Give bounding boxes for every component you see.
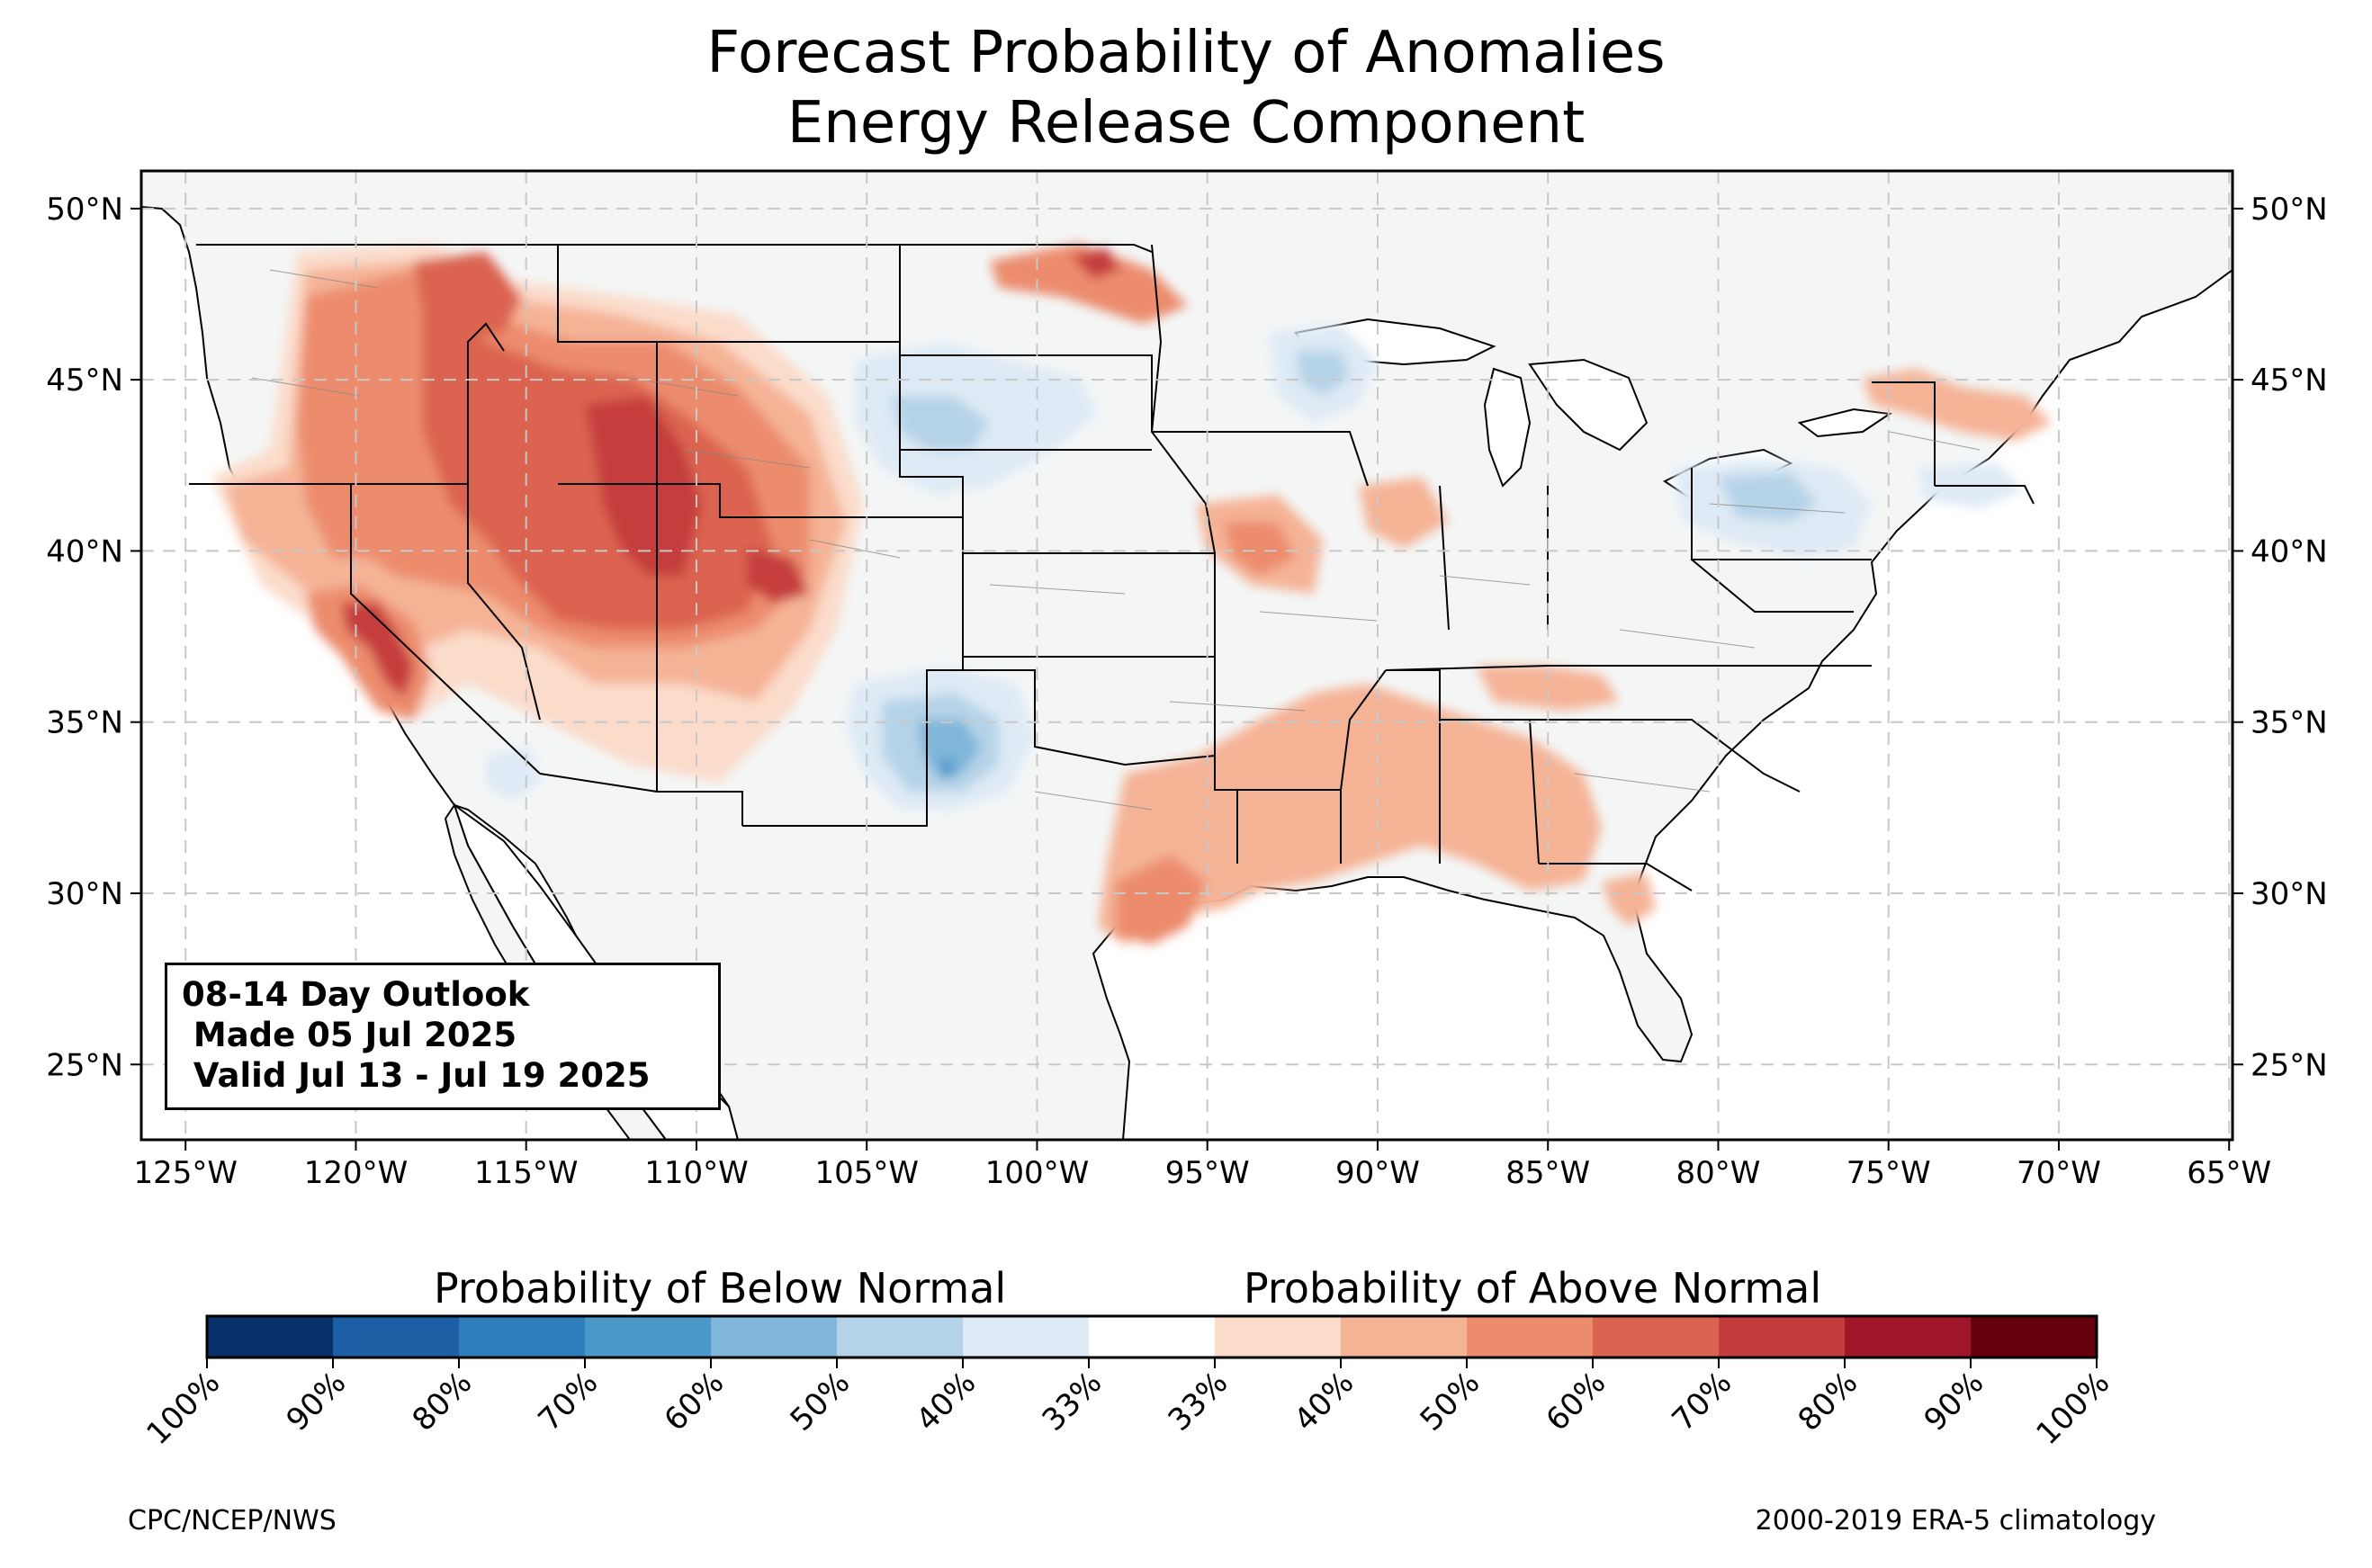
colorbar-swatch <box>1719 1316 1846 1357</box>
above-normal-label: Probability of Above Normal <box>1244 1264 1822 1313</box>
colorbar-tick-label: 33% <box>1162 1365 1235 1438</box>
colorbar-swatch <box>333 1316 460 1357</box>
below-normal-label: Probability of Below Normal <box>434 1264 1007 1313</box>
above-west-70 <box>585 396 702 576</box>
below-sd-40 <box>891 396 990 450</box>
lon-label: 100°W <box>985 1155 1090 1191</box>
colorbar-swatch <box>1341 1316 1468 1357</box>
colorbar <box>205 1314 2098 1359</box>
made-date: Made 05 Jul 2025 <box>182 1016 517 1054</box>
below-nm-60 <box>940 760 954 778</box>
above-south-40 <box>1098 684 1602 945</box>
lat-label-left: 30°N <box>46 876 123 912</box>
lon-label: 95°W <box>1165 1155 1250 1191</box>
lat-label-left: 35°N <box>46 705 123 741</box>
lat-label-left: 25°N <box>46 1047 123 1083</box>
baja-california <box>444 802 668 1140</box>
lon-label: 110°W <box>644 1155 749 1191</box>
lon-label: 120°W <box>304 1155 409 1191</box>
colorbar-swatch <box>585 1316 712 1357</box>
lon-label: 115°W <box>474 1155 579 1191</box>
above-nd-70 <box>1071 247 1120 279</box>
colorbar-swatch <box>1467 1316 1594 1357</box>
valid-dates: Valid Jul 13 - Jul 19 2025 <box>182 1056 651 1095</box>
map-title-line2: Energy Release Component <box>786 90 1586 157</box>
colorbar-swatch <box>1593 1316 1720 1357</box>
colorbar-swatch <box>207 1316 334 1357</box>
lat-label-right: 35°N <box>2251 705 2328 741</box>
outlook-info-box: 08-14 Day Outlook Made 05 Jul 2025 Valid… <box>165 963 721 1110</box>
latitude-labels-right: 50°N 45°N 40°N 35°N 30°N 25°N <box>2233 192 2328 1083</box>
lon-label: 80°W <box>1676 1155 1761 1191</box>
footer-source: CPC/NCEP/NWS <box>128 1505 337 1537</box>
lat-label-right: 45°N <box>2251 363 2328 399</box>
colorbar-tick-label: 70% <box>1666 1365 1739 1438</box>
state-boundaries <box>189 244 2035 892</box>
colorbar-swatch <box>1089 1316 1216 1357</box>
lon-label: 85°W <box>1505 1155 1590 1191</box>
colorbar-swatch <box>1971 1316 2098 1357</box>
lat-label-left: 50°N <box>46 192 123 228</box>
colorbar-tick-label: 40% <box>1288 1365 1361 1438</box>
above-sierra-70 <box>342 603 414 697</box>
lat-label-right: 50°N <box>2251 192 2328 228</box>
colorbar-tick-label: 60% <box>658 1365 732 1438</box>
above-ne-40 <box>1863 369 2052 441</box>
colorbar-swatch <box>1215 1316 1342 1357</box>
lat-label-right: 30°N <box>2251 876 2328 912</box>
below-wi-40 <box>1296 351 1350 396</box>
colorbar-tick-label: 80% <box>1792 1365 1865 1438</box>
colorbar-tick-label: 90% <box>280 1365 354 1438</box>
above-la-40 <box>1233 756 1332 864</box>
footer-climatology: 2000-2019 ERA-5 climatology <box>1755 1505 2156 1537</box>
longitude-labels: 125°W 120°W 115°W 110°W 105°W 100°W 95°W 90°W 85… <box>133 1140 2271 1191</box>
colorbar-tick-label: 40% <box>910 1365 984 1438</box>
above-idaho-60 <box>414 252 522 342</box>
colorbar-tick-label: 90% <box>1918 1365 1991 1438</box>
lat-label-left: 45°N <box>46 363 123 399</box>
colorbar-swatch <box>711 1316 838 1357</box>
below-nm-50 <box>918 720 981 774</box>
colorbar-swatch <box>459 1316 586 1357</box>
above-mo-50 <box>1224 522 1296 576</box>
colorbar-swatch <box>837 1316 964 1357</box>
colorbar-tick-label: 80% <box>406 1365 480 1438</box>
colorbar-tick-label: 100% <box>139 1365 227 1452</box>
county-lines <box>251 269 1981 811</box>
lat-label-right: 25°N <box>2251 1047 2328 1083</box>
lat-label-right: 40°N <box>2251 533 2328 569</box>
lon-label: 75°W <box>1846 1155 1931 1191</box>
above-il-40 <box>1359 477 1449 549</box>
lon-label: 65°W <box>2187 1155 2271 1191</box>
outlook-period: 08-14 Day Outlook <box>182 975 530 1014</box>
lon-label: 90°W <box>1335 1155 1420 1191</box>
above-fl-40 <box>1602 873 1656 927</box>
colorbar-tick-label: 70% <box>532 1365 606 1438</box>
colorbar-tick-label: 33% <box>1036 1365 1110 1438</box>
colorbar-tick-label: 100% <box>2029 1365 2116 1452</box>
graticule <box>141 171 2233 1140</box>
lon-label: 105°W <box>814 1155 919 1191</box>
above-tx-50 <box>1116 855 1206 945</box>
lon-label: 70°W <box>2017 1155 2101 1191</box>
colorbar-tick-label: 50% <box>1414 1365 1487 1438</box>
latitude-labels-left: 50°N 45°N 40°N 35°N 30°N 25°N <box>46 192 141 1083</box>
lat-label-left: 40°N <box>46 533 123 569</box>
map-frame <box>139 169 2234 1142</box>
above-normal-regions <box>211 243 2052 945</box>
colorbar-tick-labels: 100% 90% 80% 70% 60% 50% 40% 33% 33% 40% 50% 60% 70%… <box>139 1357 2116 1452</box>
colorbar-swatch <box>1845 1316 1972 1357</box>
lon-label: 125°W <box>133 1155 238 1191</box>
above-nd-50 <box>990 243 1188 324</box>
above-west-70b <box>747 549 810 603</box>
map-title-line1: Forecast Probability of Anomalies <box>706 20 1666 86</box>
colorbar-outline <box>205 1314 2098 1359</box>
colorbar-tick-label: 50% <box>784 1365 858 1438</box>
colorbar-swatch <box>963 1316 1090 1357</box>
above-ky-40 <box>1476 666 1620 711</box>
colorbar-tick-label: 60% <box>1540 1365 1613 1438</box>
